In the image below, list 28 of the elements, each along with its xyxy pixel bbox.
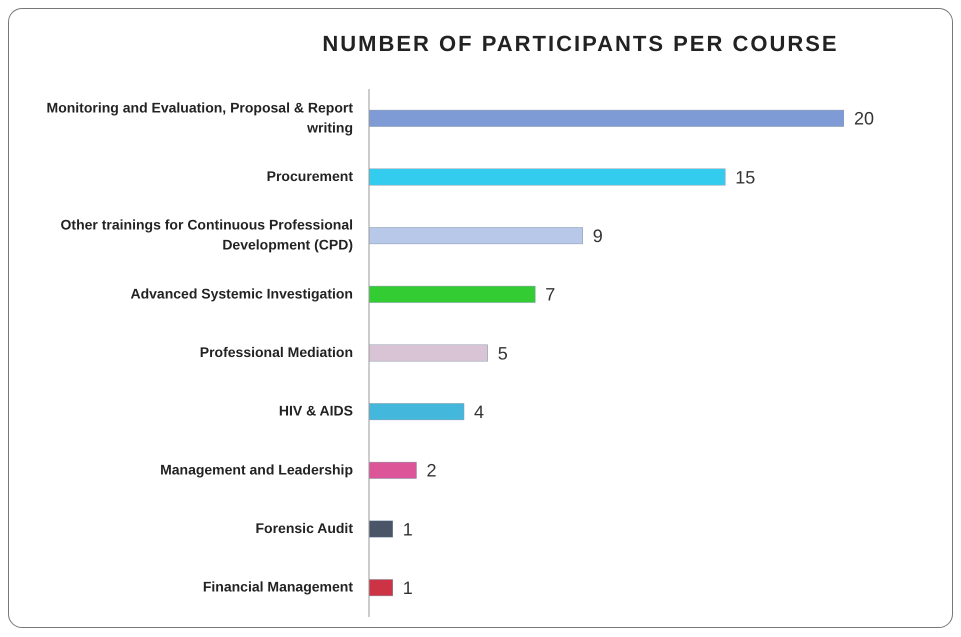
data-label: 1 [402, 578, 413, 598]
bar [369, 579, 393, 596]
y-tick-label: Forensic Audit [256, 520, 354, 536]
y-tick-label: Monitoring and Evaluation, Proposal & Report writing [46, 99, 354, 136]
bar [369, 227, 583, 244]
y-tick-label: HIV & AIDS [278, 402, 353, 418]
bar [369, 462, 417, 479]
data-label: 15 [735, 167, 756, 188]
y-tick-label: Other trainings for Continuous Professional Development (CPD) [60, 216, 353, 252]
bar [369, 286, 536, 303]
y-tick-label: Financial Management [202, 578, 354, 594]
chart-title: NUMBER OF PARTICIPANTS PER COURSE [321, 31, 840, 57]
data-label: 20 [854, 108, 874, 129]
y-tick-label: Advanced Systemic Investigation [130, 285, 353, 302]
bar [369, 403, 464, 420]
data-label: 4 [474, 402, 484, 422]
bar [369, 168, 726, 186]
bar [369, 110, 844, 127]
y-tick-label: Management and Leadership [160, 461, 353, 478]
data-label: 1 [402, 519, 413, 540]
y-tick-label: Professional Mediation [200, 344, 353, 360]
bar [369, 344, 488, 362]
data-label: 5 [498, 343, 508, 364]
data-label: 9 [592, 226, 603, 246]
y-tick-label: Procurement [266, 168, 354, 184]
data-label: 7 [545, 284, 556, 305]
data-label: 2 [426, 460, 437, 481]
bar [369, 520, 393, 538]
